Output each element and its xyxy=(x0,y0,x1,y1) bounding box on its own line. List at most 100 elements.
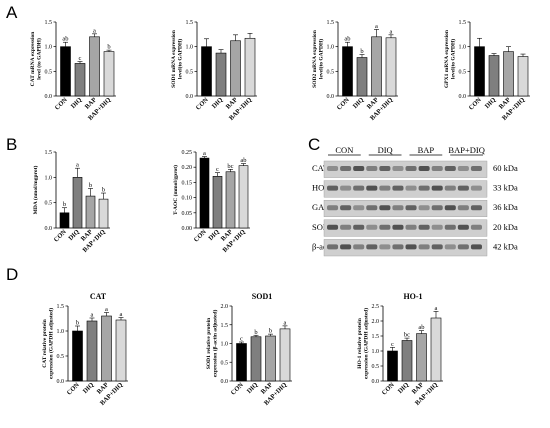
cat-mrna-sig-letter: a xyxy=(93,27,96,34)
blot-band xyxy=(340,185,352,191)
sod1-protein-sig-letter: b xyxy=(254,329,257,336)
cat-protein-bar-diq xyxy=(86,320,98,382)
sod1-protein-ytick-label: 2.0 xyxy=(221,304,229,310)
blot-band xyxy=(366,166,378,171)
mda-ytick-label: 1.5 xyxy=(45,150,53,156)
sod2-mrna-bar-diq xyxy=(356,57,368,97)
cat-protein-ytick-label: 0.0 xyxy=(57,379,65,385)
ho1-protein-ytick-label: 1.0 xyxy=(372,349,380,355)
sod1-mrna-ylabel: SOD1 mRNA expressionlevel(to GAPDH) xyxy=(171,30,184,88)
ho1-protein-sig-letter: a xyxy=(435,305,438,312)
t-aoc-ytick-label: 0.10 xyxy=(182,196,193,202)
blot-kda-label: 36 kDa xyxy=(493,202,518,212)
ho1-protein-bar-bap-diq xyxy=(430,317,442,382)
cat-mrna-sig-letter: ab xyxy=(62,36,68,43)
blot-band xyxy=(457,185,469,191)
mda-bar-bap xyxy=(85,195,96,229)
blot-protein-label: HO-1 xyxy=(312,183,331,193)
blot-band xyxy=(418,205,430,211)
cat-mrna-bar-bap-diq xyxy=(103,51,115,97)
ho1-protein-sig-letter: ab xyxy=(418,324,424,331)
panel-label-d: D xyxy=(6,265,18,284)
panel-label-a: A xyxy=(6,3,18,22)
mda-ytick-label: 1.0 xyxy=(45,175,53,181)
gpx1-mrna-ytick-label: 1.5 xyxy=(459,20,467,26)
gpx1-mrna-ytick-label: 1.0 xyxy=(459,45,467,51)
sod1-protein-bar-con xyxy=(236,343,247,382)
blot-group-label: CON xyxy=(335,145,353,155)
ho1-protein-ytick-label: 0.5 xyxy=(372,364,380,370)
ho1-protein-sig-letter: c xyxy=(391,341,394,348)
mda-bar-diq xyxy=(72,177,83,229)
sod1-mrna-xtick-label: DIQ xyxy=(211,96,225,110)
blot-band xyxy=(366,205,378,211)
blot-band xyxy=(353,244,365,250)
blot-membrane-strip xyxy=(323,239,488,257)
blot-band xyxy=(405,244,417,250)
blot-band xyxy=(366,244,378,250)
cat-mrna-ylabel: CAT mRNA expressionlevel (to GAPDH) xyxy=(30,32,43,87)
t-aoc-ytick-label: 0.05 xyxy=(182,211,193,217)
cat-protein-bar-bap-diq xyxy=(115,319,127,382)
blot-band xyxy=(379,244,391,250)
ho1-protein-ytick-label: 0.0 xyxy=(372,379,380,385)
ho1-protein-ytick-label: 2.0 xyxy=(372,319,380,325)
sod2-mrna-bar-bap-diq xyxy=(385,37,397,97)
blot-band xyxy=(353,185,365,191)
cat-mrna-bar-diq xyxy=(74,63,86,97)
blot-band xyxy=(444,244,456,250)
cat-protein-xtick-label: DIQ xyxy=(82,381,96,395)
blot-protein-label: CAT xyxy=(312,163,329,173)
cat-mrna-xtick-label: DIQ xyxy=(70,96,84,110)
blot-band xyxy=(470,205,482,211)
ho1-protein-bar-con xyxy=(387,350,398,382)
blot-band xyxy=(470,166,482,171)
ho1-protein-ytick-label: 2.5 xyxy=(372,304,380,310)
blot-membrane-strip xyxy=(323,219,488,237)
sod1-protein-bar-bap xyxy=(265,335,276,382)
mda-sig-letter: a xyxy=(76,162,79,169)
sod1-protein-ytick-label: 1.5 xyxy=(221,323,229,329)
cat-mrna-ytick-label: 1.0 xyxy=(45,45,53,51)
blot-band xyxy=(418,224,430,230)
blot-band xyxy=(418,166,430,171)
sod1-mrna-bar-bap xyxy=(230,40,241,97)
blot-band xyxy=(327,244,339,250)
sod2-mrna-ytick-label: 1.5 xyxy=(327,20,335,26)
gpx1-mrna-xtick-label: DIQ xyxy=(484,96,498,110)
blot-band xyxy=(340,244,352,250)
blot-band xyxy=(392,185,404,191)
mda-sig-letter: b xyxy=(63,201,66,208)
ho1-protein-title: HO-1 xyxy=(403,292,422,301)
blot-band xyxy=(470,185,482,191)
sod1-protein-sig-letter: c xyxy=(240,336,243,343)
ho1-protein-ylabel: HO-1 relative proteinexpression (GAPDH a… xyxy=(357,308,370,379)
sod2-mrna-bar-con xyxy=(342,46,353,97)
mda-sig-letter: b xyxy=(89,182,92,189)
sod2-mrna-sig-letter: a xyxy=(375,23,378,30)
t-aoc-ytick-label: 0.15 xyxy=(182,180,193,186)
blot-band xyxy=(418,185,430,191)
t-aoc-bar-bap-diq xyxy=(238,165,249,229)
gpx1-mrna-bar-con xyxy=(474,46,485,97)
mda-ytick-label: 0.0 xyxy=(45,226,53,232)
blot-group-label: DIQ xyxy=(378,145,393,155)
mda-ylabel: MDA (nmol/mgprot) xyxy=(32,166,39,215)
cat-protein-bar-con xyxy=(72,330,83,382)
blot-group-label: BAP+DIQ xyxy=(448,145,484,155)
blot-kda-label: 33 kDa xyxy=(493,183,518,193)
sod1-protein-sig-letter: b xyxy=(269,328,272,335)
blot-kda-label: 60 kDa xyxy=(493,163,518,173)
sod1-protein-bar-diq xyxy=(250,336,262,382)
cat-protein-title: CAT xyxy=(90,292,107,301)
blot-band xyxy=(327,205,339,211)
blot-band xyxy=(431,185,443,191)
mda-sig-letter: b xyxy=(102,187,105,194)
gpx1-mrna-ytick-label: 0.0 xyxy=(459,94,467,100)
sod2-mrna-sig-letter: a xyxy=(390,28,393,35)
cat-protein-sig-letter: a xyxy=(105,306,108,313)
